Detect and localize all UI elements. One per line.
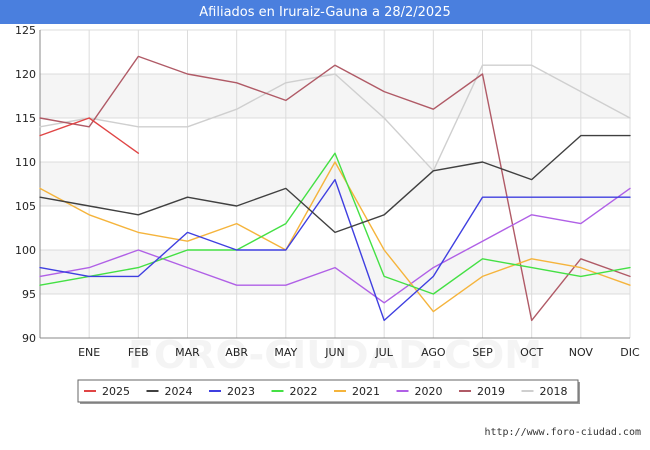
y-tick-label: 100	[15, 244, 36, 257]
x-tick-label: FEB	[128, 346, 149, 359]
legend-label-2023: 2023	[227, 385, 255, 398]
series-line-2025	[39, 117, 140, 154]
legend-label-2025: 2025	[102, 385, 130, 398]
x-tick-label: SEP	[472, 346, 493, 359]
series-line-2019	[39, 55, 631, 322]
x-tick-label: JUL	[374, 346, 393, 359]
legend-label-2022: 2022	[290, 385, 318, 398]
series-lines	[39, 55, 631, 322]
x-tick-label: DIC	[620, 346, 640, 359]
tick-labels: 90 95 100 105 110 115 120 125 ENE FEB MAR ABR MAY JUN…	[15, 24, 640, 359]
series-line-2021	[39, 161, 631, 313]
source-url[interactable]: http://www.foro-ciudad.com	[484, 427, 641, 438]
legend: 2025 2024 2023 2022 2021 2020 2019 2018	[77, 379, 580, 404]
x-tick-label: JUN	[324, 346, 345, 359]
legend-box	[77, 379, 579, 403]
legend-label-2019: 2019	[477, 385, 505, 398]
y-tick-label: 105	[15, 200, 36, 213]
x-tick-label: NOV	[569, 346, 594, 359]
x-tick-label: OCT	[520, 346, 543, 359]
legend-label-2024: 2024	[165, 385, 193, 398]
y-tick-label: 90	[22, 332, 36, 345]
x-tick-label: ABR	[225, 346, 248, 359]
chart-title: Afiliados en Iruraiz-Gauna a 28/2/2025	[0, 0, 650, 24]
x-tick-label: ENE	[78, 346, 100, 359]
y-tick-label: 125	[15, 24, 36, 37]
watermark: FORO-CIUDAD.COM	[128, 333, 542, 377]
y-tick-label: 110	[15, 156, 36, 169]
series-line-2022	[39, 152, 631, 295]
y-tick-label: 95	[22, 288, 36, 301]
x-tick-label: MAY	[274, 346, 297, 359]
legend-label-2018: 2018	[540, 385, 568, 398]
y-tick-label: 115	[15, 112, 36, 125]
x-tick-label: AGO	[421, 346, 446, 359]
y-tick-label: 120	[15, 68, 36, 81]
x-tick-label: MAR	[175, 346, 200, 359]
series-line-2018	[39, 64, 631, 172]
legend-label-2020: 2020	[415, 385, 443, 398]
series-line-2023	[39, 178, 631, 322]
axes	[39, 30, 630, 339]
series-line-2024	[39, 134, 631, 234]
series-line-2020	[39, 187, 631, 304]
legend-label-2021: 2021	[352, 385, 380, 398]
